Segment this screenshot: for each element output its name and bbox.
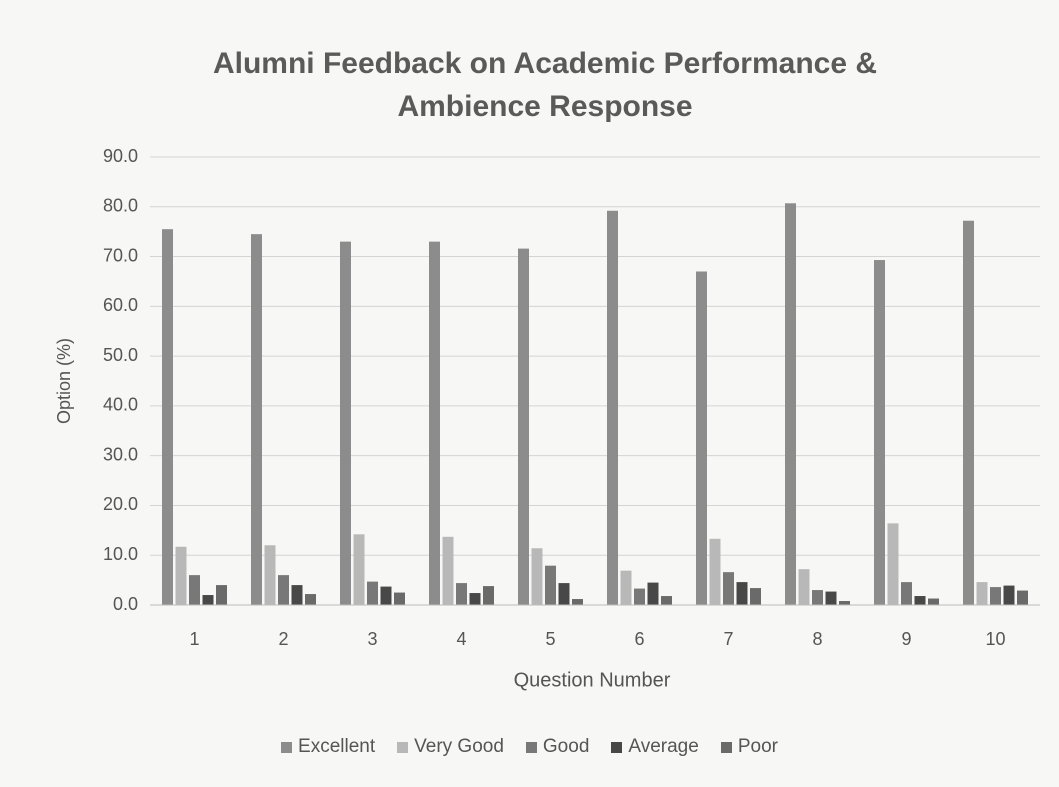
bar — [442, 536, 454, 605]
bar — [798, 569, 810, 605]
bar — [839, 601, 850, 605]
y-tick-label: 80.0 — [103, 196, 138, 216]
y-tick-label: 0.0 — [113, 594, 138, 614]
bar — [189, 575, 200, 605]
legend-label: Poor — [737, 736, 778, 757]
bar — [456, 583, 467, 605]
bar — [976, 582, 988, 605]
y-tick-label: 60.0 — [103, 295, 138, 315]
bar — [531, 548, 543, 605]
bar — [175, 546, 187, 605]
x-tick-label: 3 — [367, 629, 377, 649]
bar — [901, 582, 912, 605]
legend: Excellent Very Good Good Average Poor — [0, 736, 1059, 758]
bar — [558, 583, 570, 605]
bar — [785, 203, 796, 605]
bar — [607, 210, 618, 605]
bar — [661, 596, 672, 605]
y-axis-label: Option (%) — [54, 338, 74, 424]
bar — [216, 585, 227, 605]
y-tick-label: 50.0 — [103, 345, 138, 365]
bar — [1003, 585, 1015, 605]
bar — [812, 590, 823, 605]
bar — [750, 588, 761, 605]
chart-title: Alumni Feedback on Academic Performance … — [212, 47, 878, 123]
x-tick-label: 4 — [456, 629, 466, 649]
x-tick-label: 10 — [985, 629, 1005, 649]
bar — [291, 585, 303, 605]
legend-label: Excellent — [298, 736, 376, 757]
bar — [429, 241, 440, 605]
bar — [572, 599, 583, 605]
y-tick-label: 10.0 — [103, 544, 138, 564]
legend-item: Average — [611, 736, 699, 758]
x-tick-label: 6 — [634, 629, 644, 649]
legend-item: Good — [525, 736, 590, 758]
legend-swatch — [525, 741, 537, 753]
bar — [305, 594, 316, 605]
legend-swatch — [720, 741, 732, 753]
bar — [887, 523, 899, 605]
bar — [723, 572, 734, 605]
bar — [914, 596, 926, 605]
bar — [353, 534, 365, 605]
y-tick-label: 30.0 — [103, 444, 138, 464]
x-tick-label: 7 — [723, 629, 733, 649]
legend-label: Very Good — [414, 736, 504, 757]
bar — [736, 582, 748, 605]
legend-item: Poor — [720, 736, 778, 758]
bar — [278, 575, 289, 605]
legend-swatch — [281, 741, 293, 753]
bar — [634, 588, 645, 605]
legend-item: Excellent — [281, 736, 375, 758]
bar — [162, 229, 173, 605]
bar — [264, 545, 276, 605]
bar — [990, 587, 1001, 605]
bar — [483, 586, 494, 605]
bar — [518, 248, 529, 605]
x-tick-label: 2 — [278, 629, 288, 649]
bar — [394, 592, 405, 605]
x-tick-label: 5 — [545, 629, 555, 649]
bar — [202, 595, 214, 605]
x-tick-label: 9 — [901, 629, 911, 649]
x-axis-label: Question Number — [514, 669, 671, 691]
x-tick-label: 1 — [189, 629, 199, 649]
y-tick-label: 70.0 — [103, 245, 138, 265]
bar — [709, 538, 721, 605]
bar — [825, 591, 837, 605]
y-tick-label: 20.0 — [103, 494, 138, 514]
bar — [380, 586, 392, 605]
bar — [647, 582, 659, 605]
bar — [367, 581, 378, 605]
legend-item: Very Good — [397, 736, 504, 758]
bar — [340, 241, 351, 605]
bar — [696, 271, 707, 605]
y-tick-label: 40.0 — [103, 395, 138, 415]
bar — [251, 234, 262, 605]
bar — [1017, 590, 1028, 605]
bar — [874, 260, 885, 605]
bar — [469, 593, 481, 605]
legend-swatch — [397, 741, 409, 753]
x-tick-label: 8 — [812, 629, 822, 649]
bar — [545, 565, 556, 605]
bar — [928, 598, 939, 605]
legend-label: Good — [542, 736, 590, 757]
legend-label: Average — [628, 736, 699, 757]
legend-swatch — [611, 741, 623, 753]
bar — [620, 570, 632, 605]
bar — [963, 220, 974, 605]
y-tick-label: 90.0 — [103, 146, 138, 166]
